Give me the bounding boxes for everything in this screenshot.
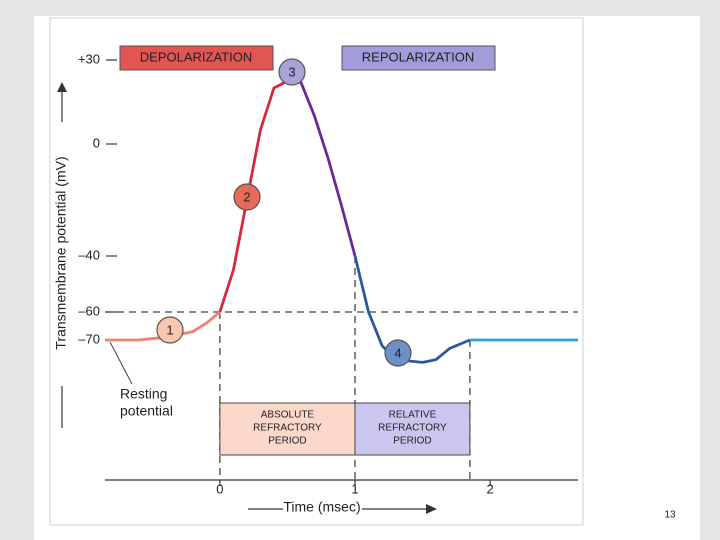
absolute-label: ABSOLUTE (261, 410, 315, 421)
y-tick-label: –70 (78, 331, 100, 346)
y-tick-label: +30 (78, 51, 100, 66)
page-number: 13 (664, 510, 676, 521)
potential-curve (218, 78, 291, 313)
relative-label: RELATIVE (389, 410, 437, 421)
x-axis-title: Time (msec) (283, 499, 360, 515)
phase-marker-label: 2 (243, 189, 250, 204)
y-tick-label: –60 (78, 303, 100, 318)
phase-marker (233, 183, 261, 211)
resting-label: potential (120, 403, 173, 419)
phase-marker (384, 339, 412, 367)
repolarization-box (341, 45, 496, 71)
relative-refractory-box (354, 402, 471, 456)
x-tick-label: 2 (487, 481, 494, 496)
phase-marker-label: 4 (394, 345, 401, 360)
phase-marker-label: 3 (288, 64, 295, 79)
relative-label: PERIOD (393, 436, 431, 447)
phase-marker (156, 316, 184, 344)
depolarization-box (119, 45, 274, 71)
y-axis-title: Transmembrane potential (mV) (53, 156, 69, 349)
x-tick-label: 1 (351, 481, 358, 496)
y-tick-label: 0 (93, 135, 100, 150)
x-tick-label: 0 (216, 481, 223, 496)
x-axis-arrowhead (426, 504, 437, 514)
depolarization-label: DEPOLARIZATION (140, 49, 252, 64)
repolarization-label: REPOLARIZATION (362, 49, 474, 64)
absolute-label: REFRACTORY (253, 423, 322, 434)
absolute-label: PERIOD (268, 436, 306, 447)
y-tick-label: –40 (78, 247, 100, 262)
potential-curve (353, 255, 471, 364)
resting-label: Resting (120, 386, 167, 402)
relative-label: REFRACTORY (378, 423, 447, 434)
phase-marker (278, 58, 306, 86)
y-axis-arrowhead (57, 82, 67, 92)
phase-marker-label: 1 (166, 322, 173, 337)
resting-pointer (109, 341, 133, 385)
